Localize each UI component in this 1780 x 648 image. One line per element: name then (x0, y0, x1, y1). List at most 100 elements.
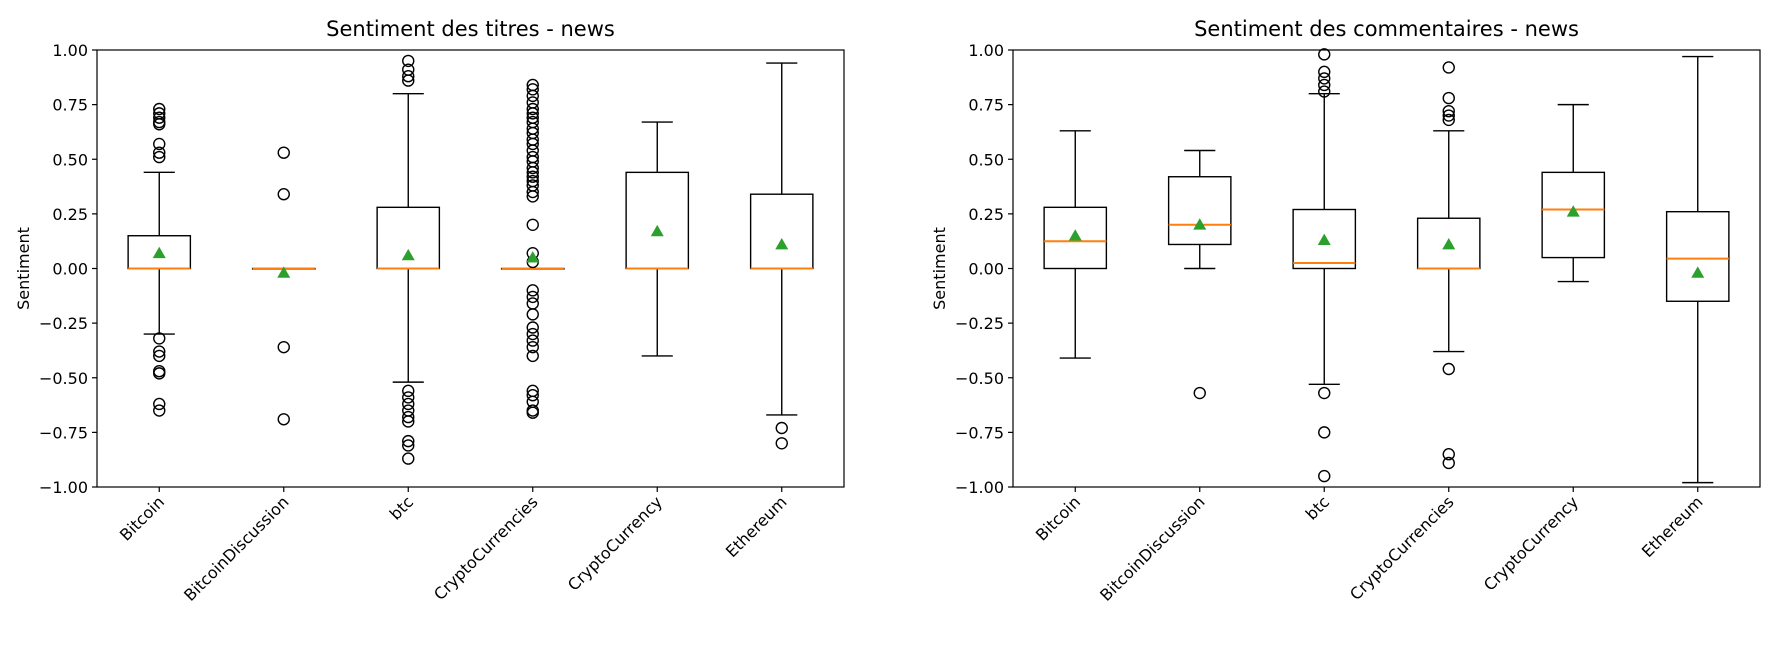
outlier-point (402, 74, 415, 87)
outlier-point (153, 102, 166, 116)
outlier-point (402, 70, 415, 83)
box (749, 193, 814, 270)
y-tick-label: −0.25 (955, 314, 1004, 333)
outlier-point (153, 332, 166, 345)
outlier-point (402, 404, 415, 417)
box (1292, 208, 1357, 270)
y-tick-label: −0.50 (955, 369, 1004, 388)
y-tick-label: −0.25 (39, 314, 88, 333)
outlier-point (402, 397, 415, 411)
outlier-point (526, 83, 539, 96)
y-tick-label: −1.00 (39, 478, 88, 497)
mean-marker (1566, 205, 1580, 217)
outlier-point (153, 345, 166, 358)
x-tick-label: CryptoCurrencies (430, 492, 542, 604)
outlier-point (526, 96, 539, 109)
x-tick-label: Ethereum (722, 492, 791, 561)
outlier-point (526, 185, 539, 199)
chart-title: Sentiment des titres - news (326, 17, 615, 41)
box (1043, 206, 1108, 270)
x-tick-label: btc (386, 492, 417, 523)
chart-title: Sentiment des commentaires - news (1194, 17, 1579, 41)
outlier-point (402, 384, 415, 398)
x-tick-label: CryptoCurrency (564, 492, 666, 594)
outlier-point (1442, 362, 1455, 376)
outlier-point (526, 218, 539, 232)
y-axis-label: Sentiment (14, 227, 33, 310)
outlier-point (526, 284, 539, 297)
mean-marker (650, 224, 664, 237)
box (1167, 176, 1232, 246)
outlier-point (277, 340, 290, 354)
mean-marker (1317, 233, 1331, 245)
outlier-point (526, 161, 539, 175)
y-tick-label: −0.75 (955, 423, 1004, 442)
outlier-point (153, 111, 166, 124)
outlier-point (526, 137, 539, 151)
outlier-point (526, 389, 539, 402)
x-tick-label: BitcoinDiscussion (1096, 492, 1208, 604)
y-tick-label: 0.75 (52, 96, 88, 115)
chart-panel-commentaires: Sentiment des commentaires - news Sentim… (930, 17, 1761, 605)
mean-marker (526, 251, 540, 263)
outlier-point (153, 150, 166, 164)
x-tick-label: Bitcoin (116, 492, 168, 544)
outlier-point (1318, 48, 1331, 61)
outlier-point (775, 437, 788, 450)
x-tick-label: CryptoCurrencies (1346, 492, 1458, 604)
outlier-point (1318, 469, 1331, 483)
plot-frame (96, 49, 845, 488)
y-tick-label: 0.25 (968, 205, 1004, 224)
outlier-point (402, 54, 415, 68)
outlier-point (402, 391, 415, 404)
mean-marker (277, 266, 291, 278)
outlier-point (526, 89, 539, 103)
outlier-point (526, 321, 539, 334)
plot-frame (1012, 49, 1761, 488)
outlier-point (526, 349, 539, 363)
mean-marker (152, 246, 166, 259)
y-tick-label: 0.00 (968, 260, 1004, 279)
outlier-point (1193, 386, 1206, 400)
outlier-point (526, 297, 539, 310)
y-tick-label: 0.25 (52, 205, 88, 224)
outlier-point (402, 434, 415, 448)
outlier-point (1318, 78, 1331, 92)
box (1541, 171, 1606, 259)
y-tick-label: −0.50 (39, 369, 88, 388)
x-tick-label: CryptoCurrency (1480, 492, 1582, 594)
outlier-point (1318, 85, 1331, 98)
outlier-point (402, 415, 415, 428)
y-tick-label: −1.00 (955, 478, 1004, 497)
y-tick-label: 0.50 (52, 150, 88, 169)
mean-marker (1068, 229, 1082, 241)
outlier-point (526, 170, 539, 183)
outlier-point (1442, 456, 1455, 470)
outlier-point (402, 452, 415, 465)
y-tick-label: −0.75 (39, 423, 88, 442)
outlier-point (1442, 61, 1455, 74)
outlier-point (1442, 113, 1455, 127)
x-tick-label: Bitcoin (1032, 492, 1084, 544)
mean-marker (1691, 266, 1705, 278)
x-tick-label: btc (1302, 492, 1333, 523)
outlier-point (1318, 72, 1331, 85)
outlier-point (526, 107, 539, 120)
outlier-point (526, 308, 539, 321)
outlier-point (1318, 426, 1331, 439)
box (1665, 210, 1730, 302)
y-tick-label: 1.00 (968, 41, 1004, 60)
x-tick-label: BitcoinDiscussion (180, 492, 292, 604)
outlier-point (1442, 104, 1455, 118)
outlier-point (1318, 386, 1331, 400)
outlier-point (153, 404, 166, 417)
outlier-point (526, 102, 539, 116)
y-tick-label: 0.50 (968, 150, 1004, 169)
y-tick-label: 1.00 (52, 41, 88, 60)
outlier-point (526, 290, 539, 304)
outlier-point (526, 334, 539, 347)
box (625, 171, 690, 270)
y-axis-label: Sentiment (930, 227, 949, 310)
outlier-point (526, 406, 539, 419)
